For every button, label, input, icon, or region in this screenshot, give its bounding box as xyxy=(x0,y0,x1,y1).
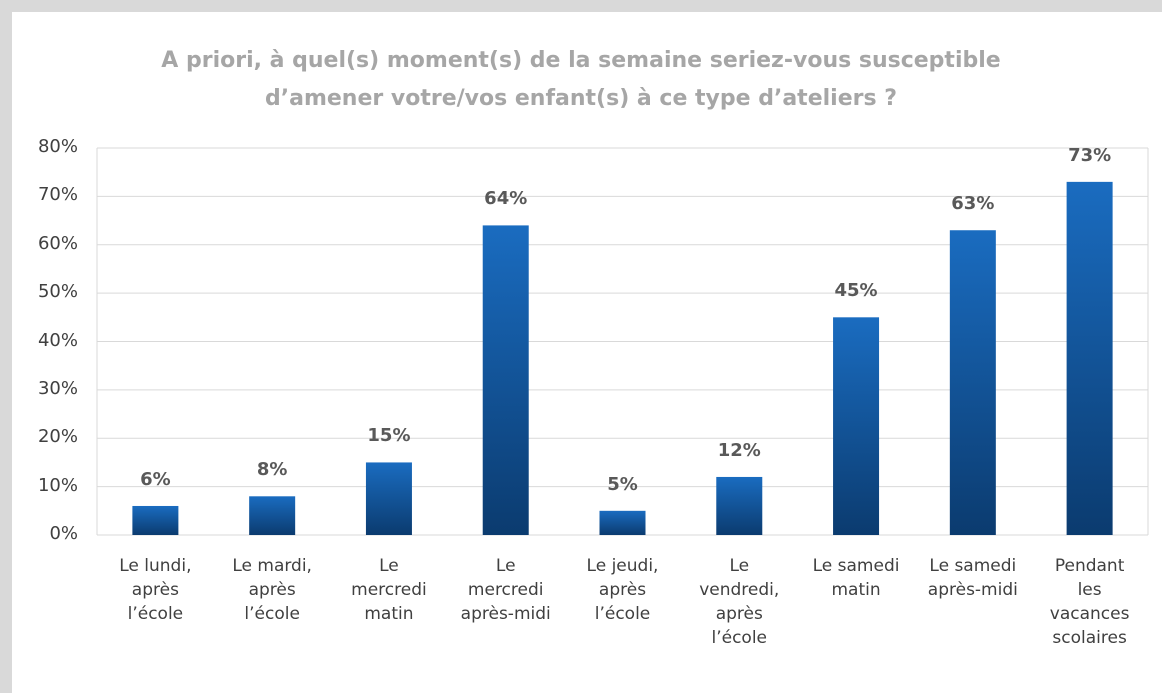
data-label: 73% xyxy=(1068,144,1112,166)
y-tick-label: 50% xyxy=(37,281,78,303)
x-tick-label: Le samedi matin xyxy=(812,556,900,600)
y-tick-label: 80% xyxy=(37,136,78,157)
y-tick-label: 30% xyxy=(37,377,78,399)
bar xyxy=(132,505,179,535)
x-tick-label: Le samedi après-midi xyxy=(927,556,1018,600)
x-tick-label: Le mercredi matin xyxy=(351,556,427,624)
y-tick-label: 10% xyxy=(37,474,78,496)
bar xyxy=(249,496,296,535)
bar xyxy=(949,230,996,536)
x-tick-label: Le vendredi, après l’école xyxy=(699,556,780,648)
data-label: 6% xyxy=(140,468,171,490)
bar xyxy=(599,510,646,535)
y-tick-label: 60% xyxy=(37,232,78,254)
data-label: 8% xyxy=(256,459,288,481)
data-label: 45% xyxy=(834,280,878,302)
x-tick-label: Le lundi, après l’école xyxy=(119,556,192,624)
y-tick-label: 70% xyxy=(37,184,78,206)
bar xyxy=(482,225,529,535)
data-label: 15% xyxy=(367,425,411,447)
x-tick-label: Le mardi, après l’école xyxy=(232,556,312,624)
data-label: 64% xyxy=(484,188,528,210)
x-tick-label: Pendant les vacances scolaires xyxy=(1049,556,1130,648)
bar xyxy=(365,462,412,535)
bar xyxy=(716,476,763,535)
y-tick-label: 20% xyxy=(37,426,78,448)
bar xyxy=(1066,181,1113,536)
chart-title: A priori, à quel(s) moment(s) de la sema… xyxy=(161,48,1001,111)
x-tick-label: Le jeudi, après l’école xyxy=(586,556,659,624)
y-tick-label: 0% xyxy=(49,523,78,544)
data-label: 12% xyxy=(717,439,761,461)
bar xyxy=(833,317,880,535)
data-label: 5% xyxy=(607,473,638,495)
y-tick-label: 40% xyxy=(37,329,78,351)
data-label: 63% xyxy=(951,193,995,215)
x-tick-label: Le mercredi après-midi xyxy=(460,556,551,624)
